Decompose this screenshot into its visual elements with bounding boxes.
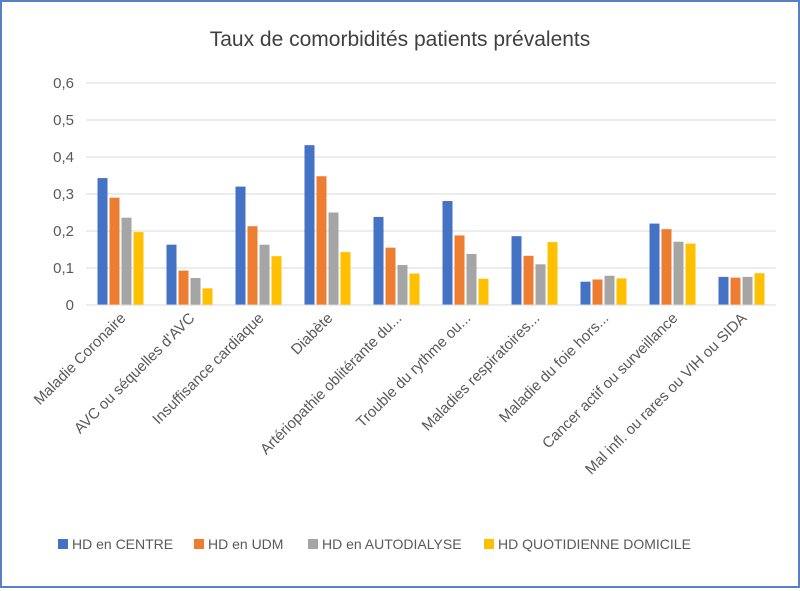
x-tick-label: Artériopathie oblitérante du... <box>257 310 405 458</box>
legend-swatch <box>194 539 204 549</box>
bar <box>616 278 627 305</box>
x-tick-label: Maladies respiratoires... <box>419 310 544 435</box>
y-tick-label: 0,5 <box>53 112 74 129</box>
bar <box>121 217 132 305</box>
legend-label: HD QUOTIDIENNE DOMICILE <box>498 536 691 552</box>
bar <box>535 264 546 305</box>
bar <box>385 247 396 305</box>
y-tick-label: 0,4 <box>53 149 74 166</box>
bar <box>685 243 696 305</box>
y-tick-label: 0,2 <box>53 223 74 240</box>
bar <box>754 273 765 305</box>
bar <box>202 288 213 305</box>
bar <box>178 270 189 305</box>
x-tick-label: Diabète <box>288 310 337 359</box>
x-tick-label: Trouble du rythme ou... <box>353 310 474 431</box>
bars <box>97 145 765 305</box>
bar <box>592 279 603 305</box>
bar <box>109 197 120 305</box>
bar <box>523 255 534 305</box>
bar <box>235 186 246 305</box>
legend-swatch <box>58 539 68 549</box>
legend-label: HD en AUTODIALYSE <box>322 536 462 552</box>
y-tick-label: 0,3 <box>53 186 74 203</box>
bar <box>340 252 351 305</box>
bar <box>661 229 672 305</box>
bar <box>397 265 408 305</box>
bar <box>478 278 489 305</box>
bar <box>466 253 477 305</box>
bar <box>673 241 684 305</box>
bar <box>97 178 108 305</box>
bar <box>373 216 384 305</box>
bar <box>328 212 339 305</box>
y-axis: 0 0,1 0,2 0,3 0,4 0,5 0,6 <box>53 75 74 314</box>
bar <box>580 281 591 305</box>
bar <box>316 176 327 305</box>
x-tick-label: Cancer actif ou surveillance <box>539 310 681 452</box>
bar <box>604 275 615 305</box>
chart-title: Taux de comorbidités patients prévalents <box>210 28 591 51</box>
bar <box>547 242 558 305</box>
bar <box>742 276 753 305</box>
legend-label: HD en CENTRE <box>72 536 173 552</box>
grid <box>86 82 776 306</box>
bar <box>730 277 741 305</box>
bar <box>247 226 258 305</box>
bar <box>259 244 270 305</box>
bar <box>190 277 201 305</box>
bar <box>133 232 144 305</box>
legend-swatch <box>484 539 494 549</box>
y-tick-label: 0,6 <box>53 75 74 92</box>
x-tick-label: AVC ou séquelles d'AVC <box>71 310 199 438</box>
legend-swatch <box>308 539 318 549</box>
bar <box>409 273 420 305</box>
bar <box>271 256 282 305</box>
bar <box>442 201 453 305</box>
legend-label: HD en UDM <box>208 536 283 552</box>
bar <box>166 244 177 305</box>
y-tick-label: 0 <box>66 297 74 314</box>
bar <box>454 235 465 305</box>
y-tick-label: 0,1 <box>53 260 74 277</box>
legend: HD en CENTRE HD en UDM HD en AUTODIALYSE HD… <box>58 536 691 552</box>
bar <box>511 236 522 305</box>
bar <box>304 145 315 305</box>
bar <box>718 276 729 305</box>
bar <box>649 223 660 305</box>
x-tick-label: Insuffisance cardiaque <box>149 310 267 428</box>
